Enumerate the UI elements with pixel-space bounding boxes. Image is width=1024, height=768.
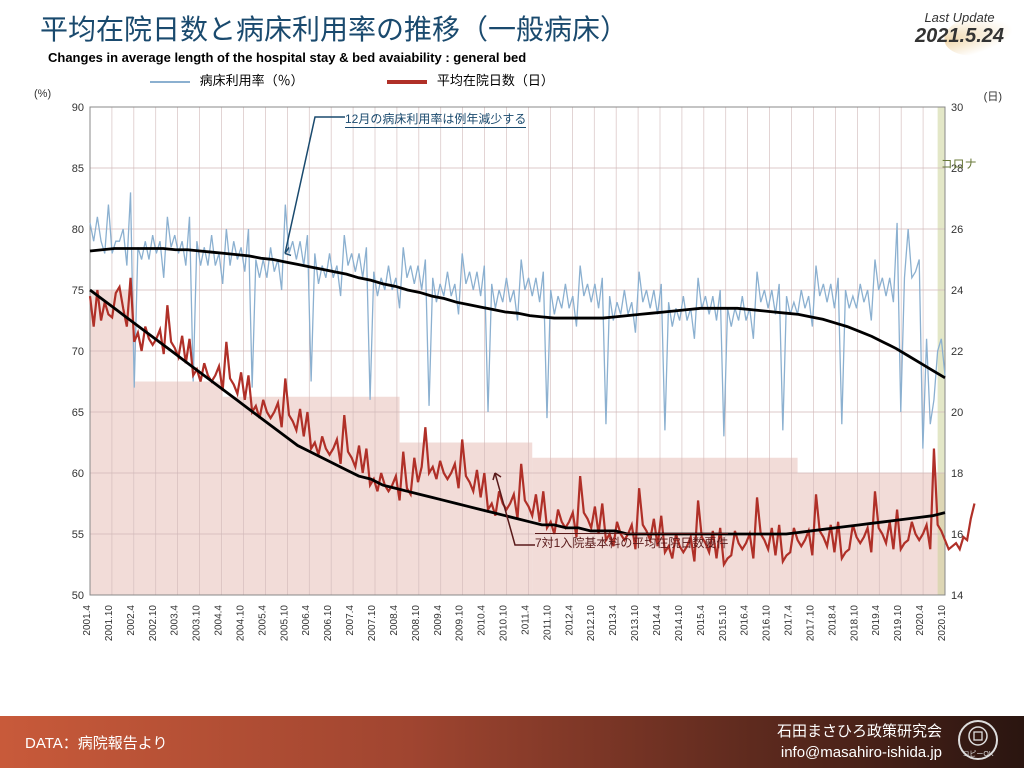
copy-ok-icon: コピーOK	[957, 719, 999, 765]
update-date: 2021.5.24	[915, 25, 1004, 48]
svg-text:70: 70	[72, 346, 84, 358]
footer-bar: DATA：病院報告より 石田まさひろ政策研究会 info@masahiro-is…	[0, 716, 1024, 768]
y-left-unit: (%)	[34, 88, 51, 100]
svg-text:2013.4: 2013.4	[608, 605, 619, 636]
legend-label-1: 病床利用率（％）	[200, 73, 304, 88]
svg-text:55: 55	[72, 529, 84, 541]
legend-item-stay: 平均在院日数（日）	[387, 70, 554, 89]
svg-text:26: 26	[951, 224, 963, 236]
svg-text:2016.10: 2016.10	[762, 605, 773, 642]
svg-text:2012.4: 2012.4	[564, 605, 575, 636]
svg-text:2018.4: 2018.4	[827, 605, 838, 636]
svg-text:2020.10: 2020.10	[937, 605, 948, 642]
svg-text:2017.10: 2017.10	[805, 605, 816, 642]
svg-text:2014.10: 2014.10	[674, 605, 685, 642]
corona-label: コロナ	[941, 155, 977, 172]
svg-text:2003.4: 2003.4	[170, 605, 181, 636]
svg-text:2005.4: 2005.4	[257, 605, 268, 636]
svg-text:20: 20	[951, 407, 963, 419]
legend-item-utilization: 病床利用率（％）	[150, 70, 304, 89]
svg-text:2008.4: 2008.4	[389, 605, 400, 636]
footer-email: info@masahiro-ishida.jp	[777, 742, 942, 763]
svg-text:14: 14	[951, 590, 963, 602]
svg-text:22: 22	[951, 346, 963, 358]
svg-text:60: 60	[72, 468, 84, 480]
svg-text:コピーOK: コピーOK	[962, 750, 993, 758]
svg-text:2011.4: 2011.4	[520, 605, 531, 635]
svg-text:16: 16	[951, 529, 963, 541]
svg-text:65: 65	[72, 407, 84, 419]
svg-text:24: 24	[951, 285, 963, 297]
svg-text:2014.4: 2014.4	[652, 605, 663, 636]
svg-text:2010.4: 2010.4	[477, 605, 488, 636]
svg-text:2017.4: 2017.4	[784, 605, 795, 636]
chart-legend: 病床利用率（％） 平均在院日数（日）	[150, 70, 634, 89]
svg-text:90: 90	[72, 102, 84, 114]
svg-text:2006.10: 2006.10	[323, 605, 334, 642]
svg-text:2007.4: 2007.4	[345, 605, 356, 636]
svg-text:2016.4: 2016.4	[740, 605, 751, 636]
data-source: DATA：病院報告より	[25, 732, 167, 753]
svg-text:30: 30	[951, 102, 963, 114]
svg-text:2008.10: 2008.10	[411, 605, 422, 642]
svg-text:2002.10: 2002.10	[148, 605, 159, 642]
svg-text:50: 50	[72, 590, 84, 602]
svg-text:2001.10: 2001.10	[104, 605, 115, 642]
y-right-unit: (日)	[984, 88, 1002, 104]
svg-text:2004.4: 2004.4	[214, 605, 225, 636]
svg-text:2015.10: 2015.10	[718, 605, 729, 642]
last-update-box: Last Update 2021.5.24	[915, 10, 1004, 48]
legend-label-2: 平均在院日数（日）	[437, 73, 554, 88]
svg-text:2012.10: 2012.10	[586, 605, 597, 642]
svg-text:2005.10: 2005.10	[279, 605, 290, 642]
svg-text:75: 75	[72, 285, 84, 297]
title-english: Changes in average length of the hospita…	[48, 50, 1004, 65]
svg-text:2002.4: 2002.4	[126, 605, 137, 636]
svg-text:2003.10: 2003.10	[192, 605, 203, 642]
svg-text:2015.4: 2015.4	[696, 605, 707, 636]
svg-text:2013.10: 2013.10	[630, 605, 641, 642]
svg-text:2007.10: 2007.10	[367, 605, 378, 642]
svg-text:2001.4: 2001.4	[82, 605, 93, 636]
svg-text:85: 85	[72, 163, 84, 175]
chart-svg: 5055606570758085901416182022242628302001…	[55, 95, 980, 660]
svg-text:80: 80	[72, 224, 84, 236]
svg-text:2018.10: 2018.10	[849, 605, 860, 642]
annotation-december: 12月の病床利用率は例年減少する	[345, 110, 526, 128]
svg-text:2019.4: 2019.4	[871, 605, 882, 636]
chart-plot-area: 5055606570758085901416182022242628302001…	[55, 95, 980, 660]
svg-text:2019.10: 2019.10	[893, 605, 904, 642]
svg-text:2020.4: 2020.4	[915, 605, 926, 636]
update-label: Last Update	[915, 10, 1004, 25]
title-japanese: 平均在院日数と病床利用率の推移（一般病床）	[40, 8, 1004, 48]
svg-text:2004.10: 2004.10	[235, 605, 246, 642]
footer-org: 石田まさひろ政策研究会	[777, 721, 942, 742]
header: 平均在院日数と病床利用率の推移（一般病床） Changes in average…	[40, 8, 1004, 65]
svg-text:18: 18	[951, 468, 963, 480]
svg-text:2009.4: 2009.4	[433, 605, 444, 636]
svg-text:2006.4: 2006.4	[301, 605, 312, 636]
svg-text:2011.10: 2011.10	[542, 605, 553, 641]
svg-text:2010.10: 2010.10	[499, 605, 510, 642]
annotation-7to1: 7対1入院基本料の平均在院日数要件	[535, 533, 728, 551]
svg-text:2009.10: 2009.10	[455, 605, 466, 642]
